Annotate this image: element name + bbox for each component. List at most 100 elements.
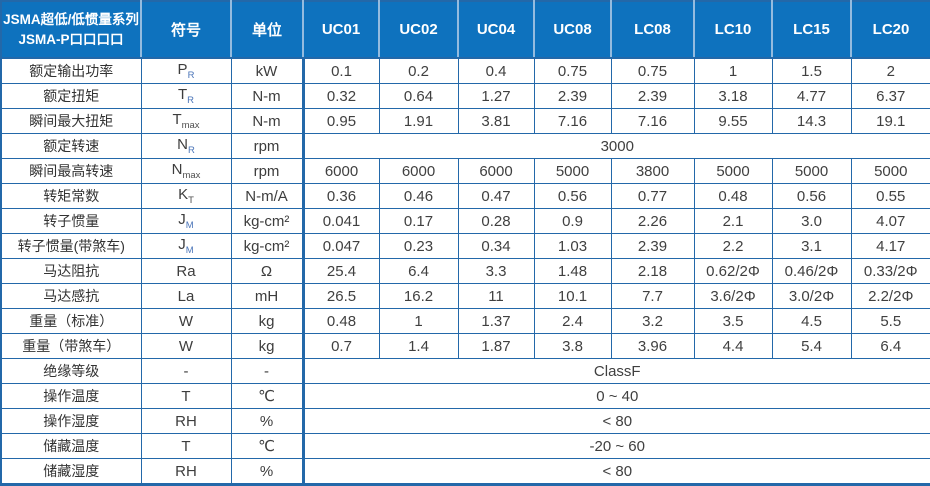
value-cell: 7.7	[610, 283, 695, 309]
symbol-cell: -	[140, 358, 232, 384]
value-cell: 5000	[533, 158, 612, 184]
row-label: 储藏温度	[0, 433, 142, 459]
symbol-base: T	[172, 111, 182, 128]
unit-cell: %	[230, 458, 305, 485]
column-header-model: LC20	[851, 1, 930, 59]
symbol-cell: Nmax	[140, 158, 232, 184]
unit-cell: N-m	[230, 108, 305, 134]
symbol-cell: T	[140, 383, 232, 409]
value-cell: 3.6/2Φ	[693, 283, 773, 309]
merged-value-cell: < 80	[302, 458, 930, 485]
symbol-subscript: R	[187, 70, 195, 81]
value-cell: 0.9	[533, 208, 612, 234]
value-cell: 5000	[771, 158, 852, 184]
unit-cell: %	[230, 408, 305, 434]
row-label: 绝缘等级	[0, 358, 142, 384]
value-cell: 5.4	[771, 333, 852, 359]
value-cell: 0.46	[378, 183, 459, 209]
symbol-base: W	[178, 337, 194, 355]
value-cell: 0.95	[302, 108, 380, 134]
symbol-cell: La	[140, 283, 232, 309]
symbol-cell: RH	[140, 458, 232, 485]
value-cell: 1.91	[378, 108, 459, 134]
value-cell: 14.3	[771, 108, 852, 134]
unit-cell: kg-cm²	[230, 208, 305, 234]
value-cell: 9.55	[693, 108, 773, 134]
value-cell: 4.4	[693, 333, 773, 359]
unit-cell: kg	[230, 308, 305, 334]
row-label: 转子惯量	[0, 208, 142, 234]
value-cell: 1.03	[533, 233, 612, 259]
value-cell: 25.4	[302, 258, 380, 284]
value-cell: 7.16	[533, 108, 612, 134]
value-cell: 0.48	[693, 183, 773, 209]
symbol-base: P	[177, 61, 188, 78]
symbol-cell: JM	[140, 208, 232, 234]
symbol-subscript: R	[187, 145, 195, 156]
symbol-cell: NR	[140, 133, 232, 159]
table-row: 额定输出功率 PR kW 0.1 0.2 0.4 0.75 0.75 1 1.5 2	[0, 57, 930, 84]
value-cell: 1.4	[378, 333, 459, 359]
row-label: 重量（标准）	[0, 308, 142, 334]
symbol-cell: JM	[140, 233, 232, 259]
table-row: 储藏温度 T ℃ -20 ~ 60	[0, 433, 930, 459]
value-cell: 4.77	[771, 83, 852, 109]
table-row: 瞬间最高转速 Nmax rpm 6000 6000 6000 5000 3800 5000 500…	[0, 158, 930, 184]
value-cell: 26.5	[302, 283, 380, 309]
merged-value-cell: -20 ~ 60	[302, 433, 930, 459]
value-cell: 0.2	[378, 57, 459, 84]
table-row: 额定转速 NR rpm 3000	[0, 133, 930, 159]
symbol-base: K	[178, 186, 189, 203]
merged-value-cell: ClassF	[302, 358, 930, 384]
value-cell: 0.23	[378, 233, 459, 259]
value-cell: 1.5	[771, 57, 852, 84]
unit-cell: kg-cm²	[230, 233, 305, 259]
value-cell: 1	[378, 308, 459, 334]
symbol-subscript: max	[182, 170, 201, 181]
value-cell: 19.1	[850, 108, 930, 134]
value-cell: 2.26	[610, 208, 695, 234]
symbol-subscript: T	[188, 195, 194, 206]
symbol-base: J	[178, 211, 186, 228]
value-cell: 0.32	[302, 83, 380, 109]
value-cell: 4.17	[850, 233, 930, 259]
row-label: 瞬间最大扭矩	[0, 108, 142, 134]
value-cell: 7.16	[610, 108, 695, 134]
value-cell: 0.46/2Φ	[771, 258, 852, 284]
value-cell: 3.81	[457, 108, 535, 134]
symbol-base: RH	[175, 412, 197, 430]
column-header-model: UC01	[303, 1, 380, 59]
symbol-base: T	[181, 437, 191, 455]
value-cell: 5000	[693, 158, 773, 184]
series-title-line2: JSMA-P口口口口	[18, 31, 124, 47]
value-cell: 10.1	[533, 283, 612, 309]
symbol-subscript: M	[185, 245, 194, 256]
value-cell: 2.2	[693, 233, 773, 259]
unit-cell: N-m	[230, 83, 305, 109]
unit-cell: rpm	[230, 158, 305, 184]
symbol-cell: T	[140, 433, 232, 459]
column-header-model: LC10	[694, 1, 773, 59]
value-cell: 2.1	[693, 208, 773, 234]
value-cell: 4.07	[850, 208, 930, 234]
table-row: 操作温度 T ℃ 0 ~ 40	[0, 383, 930, 409]
symbol-subscript: M	[185, 220, 194, 231]
value-cell: 0.55	[850, 183, 930, 209]
value-cell: 1.87	[457, 333, 535, 359]
value-cell: 0.47	[457, 183, 535, 209]
value-cell: 0.64	[378, 83, 459, 109]
value-cell: 6.37	[850, 83, 930, 109]
value-cell: 1	[693, 57, 773, 84]
table-row: 瞬间最大扭矩 Tmax N-m 0.95 1.91 3.81 7.16 7.16 9.55 14.…	[0, 108, 930, 134]
value-cell: 1.48	[533, 258, 612, 284]
symbol-base: Ra	[176, 262, 196, 280]
value-cell: 16.2	[378, 283, 459, 309]
column-header-symbol: 符号	[141, 1, 232, 59]
merged-value-cell: 3000	[302, 133, 930, 159]
unit-cell: kg	[230, 333, 305, 359]
value-cell: 3.96	[610, 333, 695, 359]
row-label: 操作湿度	[0, 408, 142, 434]
value-cell: 2.2/2Φ	[850, 283, 930, 309]
